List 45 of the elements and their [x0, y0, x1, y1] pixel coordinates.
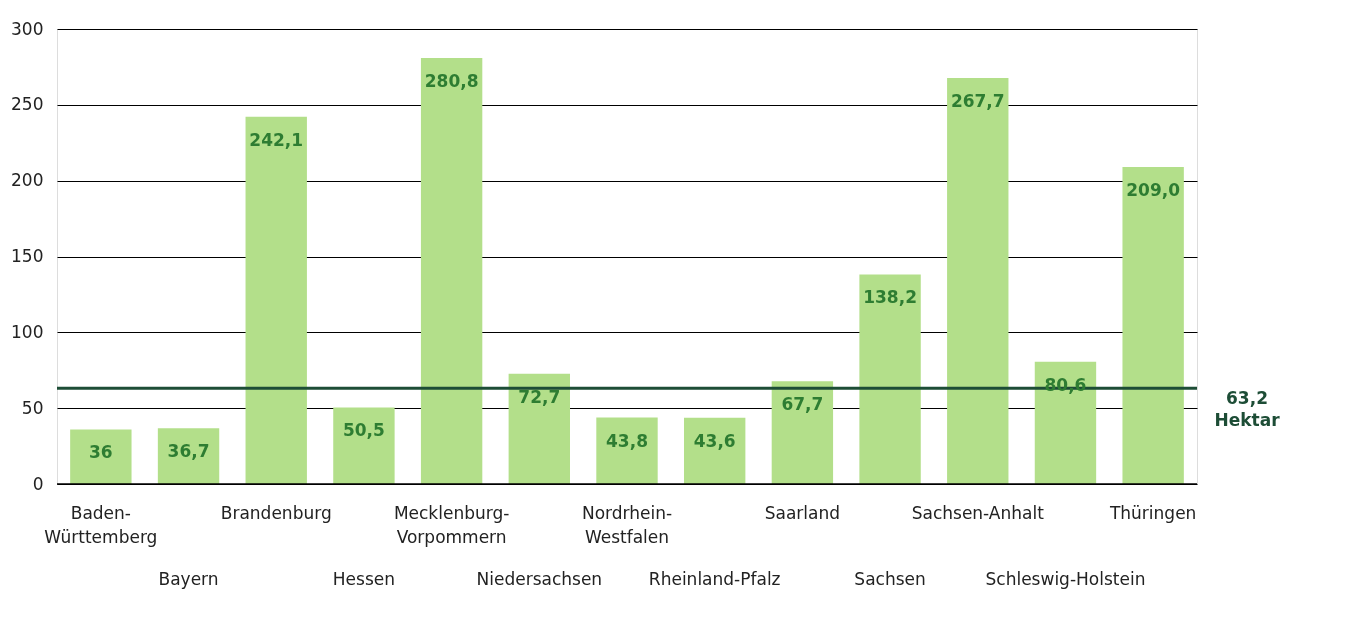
x-tick-label: Bayern: [158, 569, 219, 589]
x-tick-label: Baden-Württemberg: [44, 503, 158, 547]
bar: [859, 274, 921, 484]
data-label: 36: [89, 442, 113, 463]
y-tick-label: 200: [11, 170, 44, 191]
bar: [1122, 167, 1184, 484]
y-tick-label: 300: [11, 18, 44, 39]
y-tick-label: 0: [32, 473, 44, 494]
x-tick-label: Brandenburg: [220, 503, 332, 523]
bar: [508, 373, 570, 484]
bar: [420, 58, 483, 484]
x-tick-label: Niedersachsen: [476, 569, 603, 589]
data-label: 209,0: [1126, 180, 1181, 201]
data-label: 67,7: [781, 394, 824, 415]
bar: [771, 381, 834, 484]
bar: [684, 417, 746, 484]
x-tick-label: Hessen: [332, 569, 396, 589]
data-label: 36,7: [167, 441, 210, 462]
ref-line-label: 63,2 Hektar: [1214, 388, 1281, 431]
x-tick-label: Saarland: [764, 503, 841, 523]
x-tick-label: Thüringen: [1108, 503, 1197, 523]
bar: [245, 116, 307, 484]
x-tick-label: Mecklenburg-Vorpommern: [393, 503, 510, 547]
bar: [1034, 361, 1097, 484]
data-label: 242,1: [249, 129, 304, 150]
data-label: 50,5: [342, 420, 385, 441]
y-tick-label: 150: [11, 246, 44, 266]
x-tick-label: Nordrhein-Westfalen: [581, 503, 673, 547]
y-tick-label: 50: [21, 397, 44, 418]
x-tick-label: Sachsen-Anhalt: [911, 503, 1045, 523]
data-label: 72,7: [518, 386, 561, 407]
data-label: 138,2: [863, 287, 917, 308]
data-label: 43,6: [693, 430, 736, 451]
y-tick-label: 100: [11, 321, 44, 342]
data-label: 267,7: [950, 90, 1005, 111]
bar: [333, 407, 395, 484]
x-tick-label: Rheinland-Pfalz: [648, 569, 781, 589]
y-tick-label: 250: [11, 94, 44, 115]
bar: [596, 417, 658, 484]
x-tick-label: Schleswig-Holstein: [985, 569, 1146, 589]
x-tick-label: Sachsen: [854, 569, 926, 589]
bar: [947, 77, 1009, 484]
data-label: 43,8: [606, 430, 648, 451]
bar: [70, 429, 132, 484]
data-label: 280,8: [424, 71, 479, 92]
